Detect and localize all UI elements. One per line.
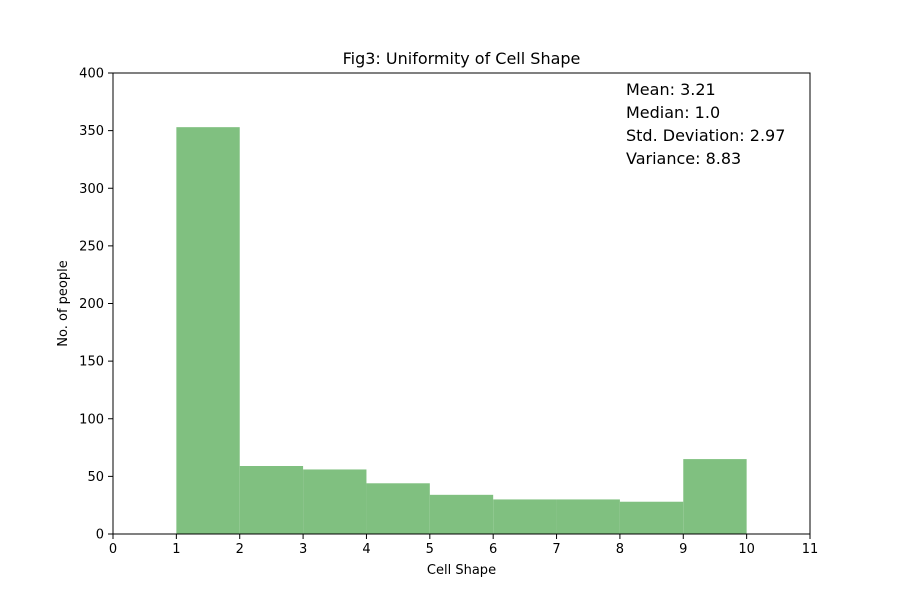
plot-frame	[112, 72, 811, 535]
x-axis-label: Cell Shape	[427, 563, 496, 578]
y-tick-label: 100	[79, 412, 104, 427]
histogram-bar-8-9	[619, 501, 684, 534]
x-tick-label: 6	[489, 542, 497, 557]
x-tick-label: 5	[426, 542, 434, 557]
x-tick-label: 0	[109, 542, 117, 557]
y-tick-label: 400	[79, 67, 104, 82]
x-tick-label: 8	[616, 542, 624, 557]
y-tick-label: 50	[87, 470, 104, 485]
histogram-bar-5-6	[429, 494, 494, 534]
stats-annotations: Mean: 3.21 Median: 1.0 Std. Deviation: 2…	[626, 80, 785, 168]
histogram-bars	[176, 127, 747, 534]
y-tick-label: 350	[79, 124, 104, 139]
histogram-bar-7-8	[556, 499, 620, 534]
histogram-bar-9-10	[683, 459, 747, 534]
stat-median: Median: 1.0	[626, 103, 720, 122]
histogram-bar-3-4	[303, 469, 367, 534]
x-tick-label: 4	[362, 542, 370, 557]
stat-std-deviation: Std. Deviation: 2.97	[626, 126, 785, 145]
y-axis-ticks: 0 50 100 150 200 250 300 350 400	[79, 67, 113, 543]
y-axis-label: No. of people	[56, 260, 71, 346]
y-tick-label: 300	[79, 182, 104, 197]
stat-mean: Mean: 3.21	[626, 80, 716, 99]
x-tick-label: 1	[172, 542, 180, 557]
histogram-bar-2-3	[239, 466, 304, 534]
x-axis-ticks: 0 1 2 3 4 5 6 7 8 9 10 11	[109, 534, 818, 557]
chart-title: Fig3: Uniformity of Cell Shape	[343, 49, 581, 68]
histogram-bar-4-5	[366, 483, 430, 534]
x-tick-label: 10	[738, 542, 755, 557]
histogram-bar-1-2	[176, 127, 240, 534]
y-tick-label: 250	[79, 239, 104, 254]
y-tick-label: 150	[79, 355, 104, 370]
x-tick-label: 2	[236, 542, 244, 557]
histogram-bar-6-7	[493, 499, 557, 534]
y-tick-label: 200	[79, 297, 104, 312]
y-tick-label: 0	[96, 528, 104, 543]
x-tick-label: 7	[552, 542, 560, 557]
stat-variance: Variance: 8.83	[626, 149, 741, 168]
x-tick-label: 9	[679, 542, 687, 557]
x-tick-label: 11	[802, 542, 819, 557]
x-tick-label: 3	[299, 542, 307, 557]
